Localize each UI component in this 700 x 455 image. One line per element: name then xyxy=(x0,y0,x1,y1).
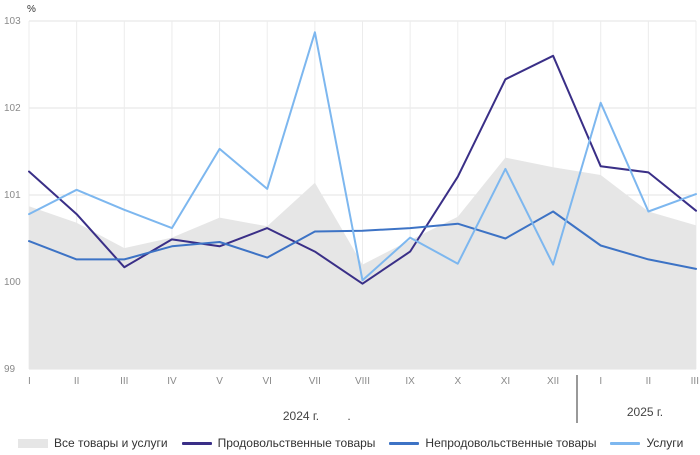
x-tick-label-12: I xyxy=(599,376,602,387)
legend-swatch-services xyxy=(610,441,641,445)
legend-item-food: Продовольственные товары xyxy=(181,436,376,450)
legend-label-food: Продовольственные товары xyxy=(217,436,376,450)
legend-label-all: Все товары и услуги xyxy=(54,436,168,450)
legend-item-services: Услуги xyxy=(610,436,683,450)
x-tick-label-2: III xyxy=(120,376,128,387)
area-layer xyxy=(29,157,696,369)
y-tick-label-4: 103 xyxy=(4,16,21,27)
y-tick-label-1: 100 xyxy=(4,277,21,288)
legend-swatch-food xyxy=(181,441,212,445)
x-tick-label-0: I xyxy=(28,376,31,387)
legend: Все товары и услуги Продовольственные то… xyxy=(18,436,697,450)
series-line-3 xyxy=(28,31,697,282)
stray-mark: . xyxy=(347,409,350,423)
x-tick-label-13: II xyxy=(646,376,652,387)
y-tick-label-2: 101 xyxy=(4,190,21,201)
series-area-0 xyxy=(29,157,696,369)
legend-label-nonfood: Непродовольственные товары xyxy=(425,436,597,450)
x-tick-label-6: VII xyxy=(309,376,321,387)
x-tick-label-10: XI xyxy=(501,376,510,387)
x-tick-label-7: VIII xyxy=(355,376,370,387)
series-line-1 xyxy=(28,54,697,285)
legend-swatch-all xyxy=(18,438,48,448)
year-label-2024: 2024 г. xyxy=(283,409,319,423)
series-line-2 xyxy=(28,210,697,270)
x-axis-ticks: I II III IV V VI VII VIII IX X XI XII I II III xyxy=(28,376,699,387)
legend-item-all: Все товары и услуги xyxy=(18,436,168,450)
year-label-2025: 2025 г. xyxy=(627,405,663,419)
x-tick-label-1: II xyxy=(74,376,80,387)
x-tick-label-9: X xyxy=(454,376,461,387)
y-axis-unit: % xyxy=(27,4,36,15)
legend-swatch-nonfood xyxy=(389,441,420,445)
y-axis-ticks: 99 100 101 102 103 xyxy=(4,16,21,375)
x-tick-label-3: IV xyxy=(167,376,177,387)
y-tick-label-3: 102 xyxy=(4,103,21,114)
y-tick-label-0: 99 xyxy=(4,364,16,375)
x-tick-label-4: V xyxy=(216,376,223,387)
legend-item-nonfood: Непродовольственные товары xyxy=(389,436,596,450)
x-tick-label-8: IX xyxy=(405,376,415,387)
x-tick-label-14: III xyxy=(691,376,699,387)
x-tick-label-5: VI xyxy=(262,376,271,387)
line-layer xyxy=(28,31,697,285)
x-tick-label-11: XII xyxy=(547,376,559,387)
legend-label-services: Услуги xyxy=(646,436,684,450)
